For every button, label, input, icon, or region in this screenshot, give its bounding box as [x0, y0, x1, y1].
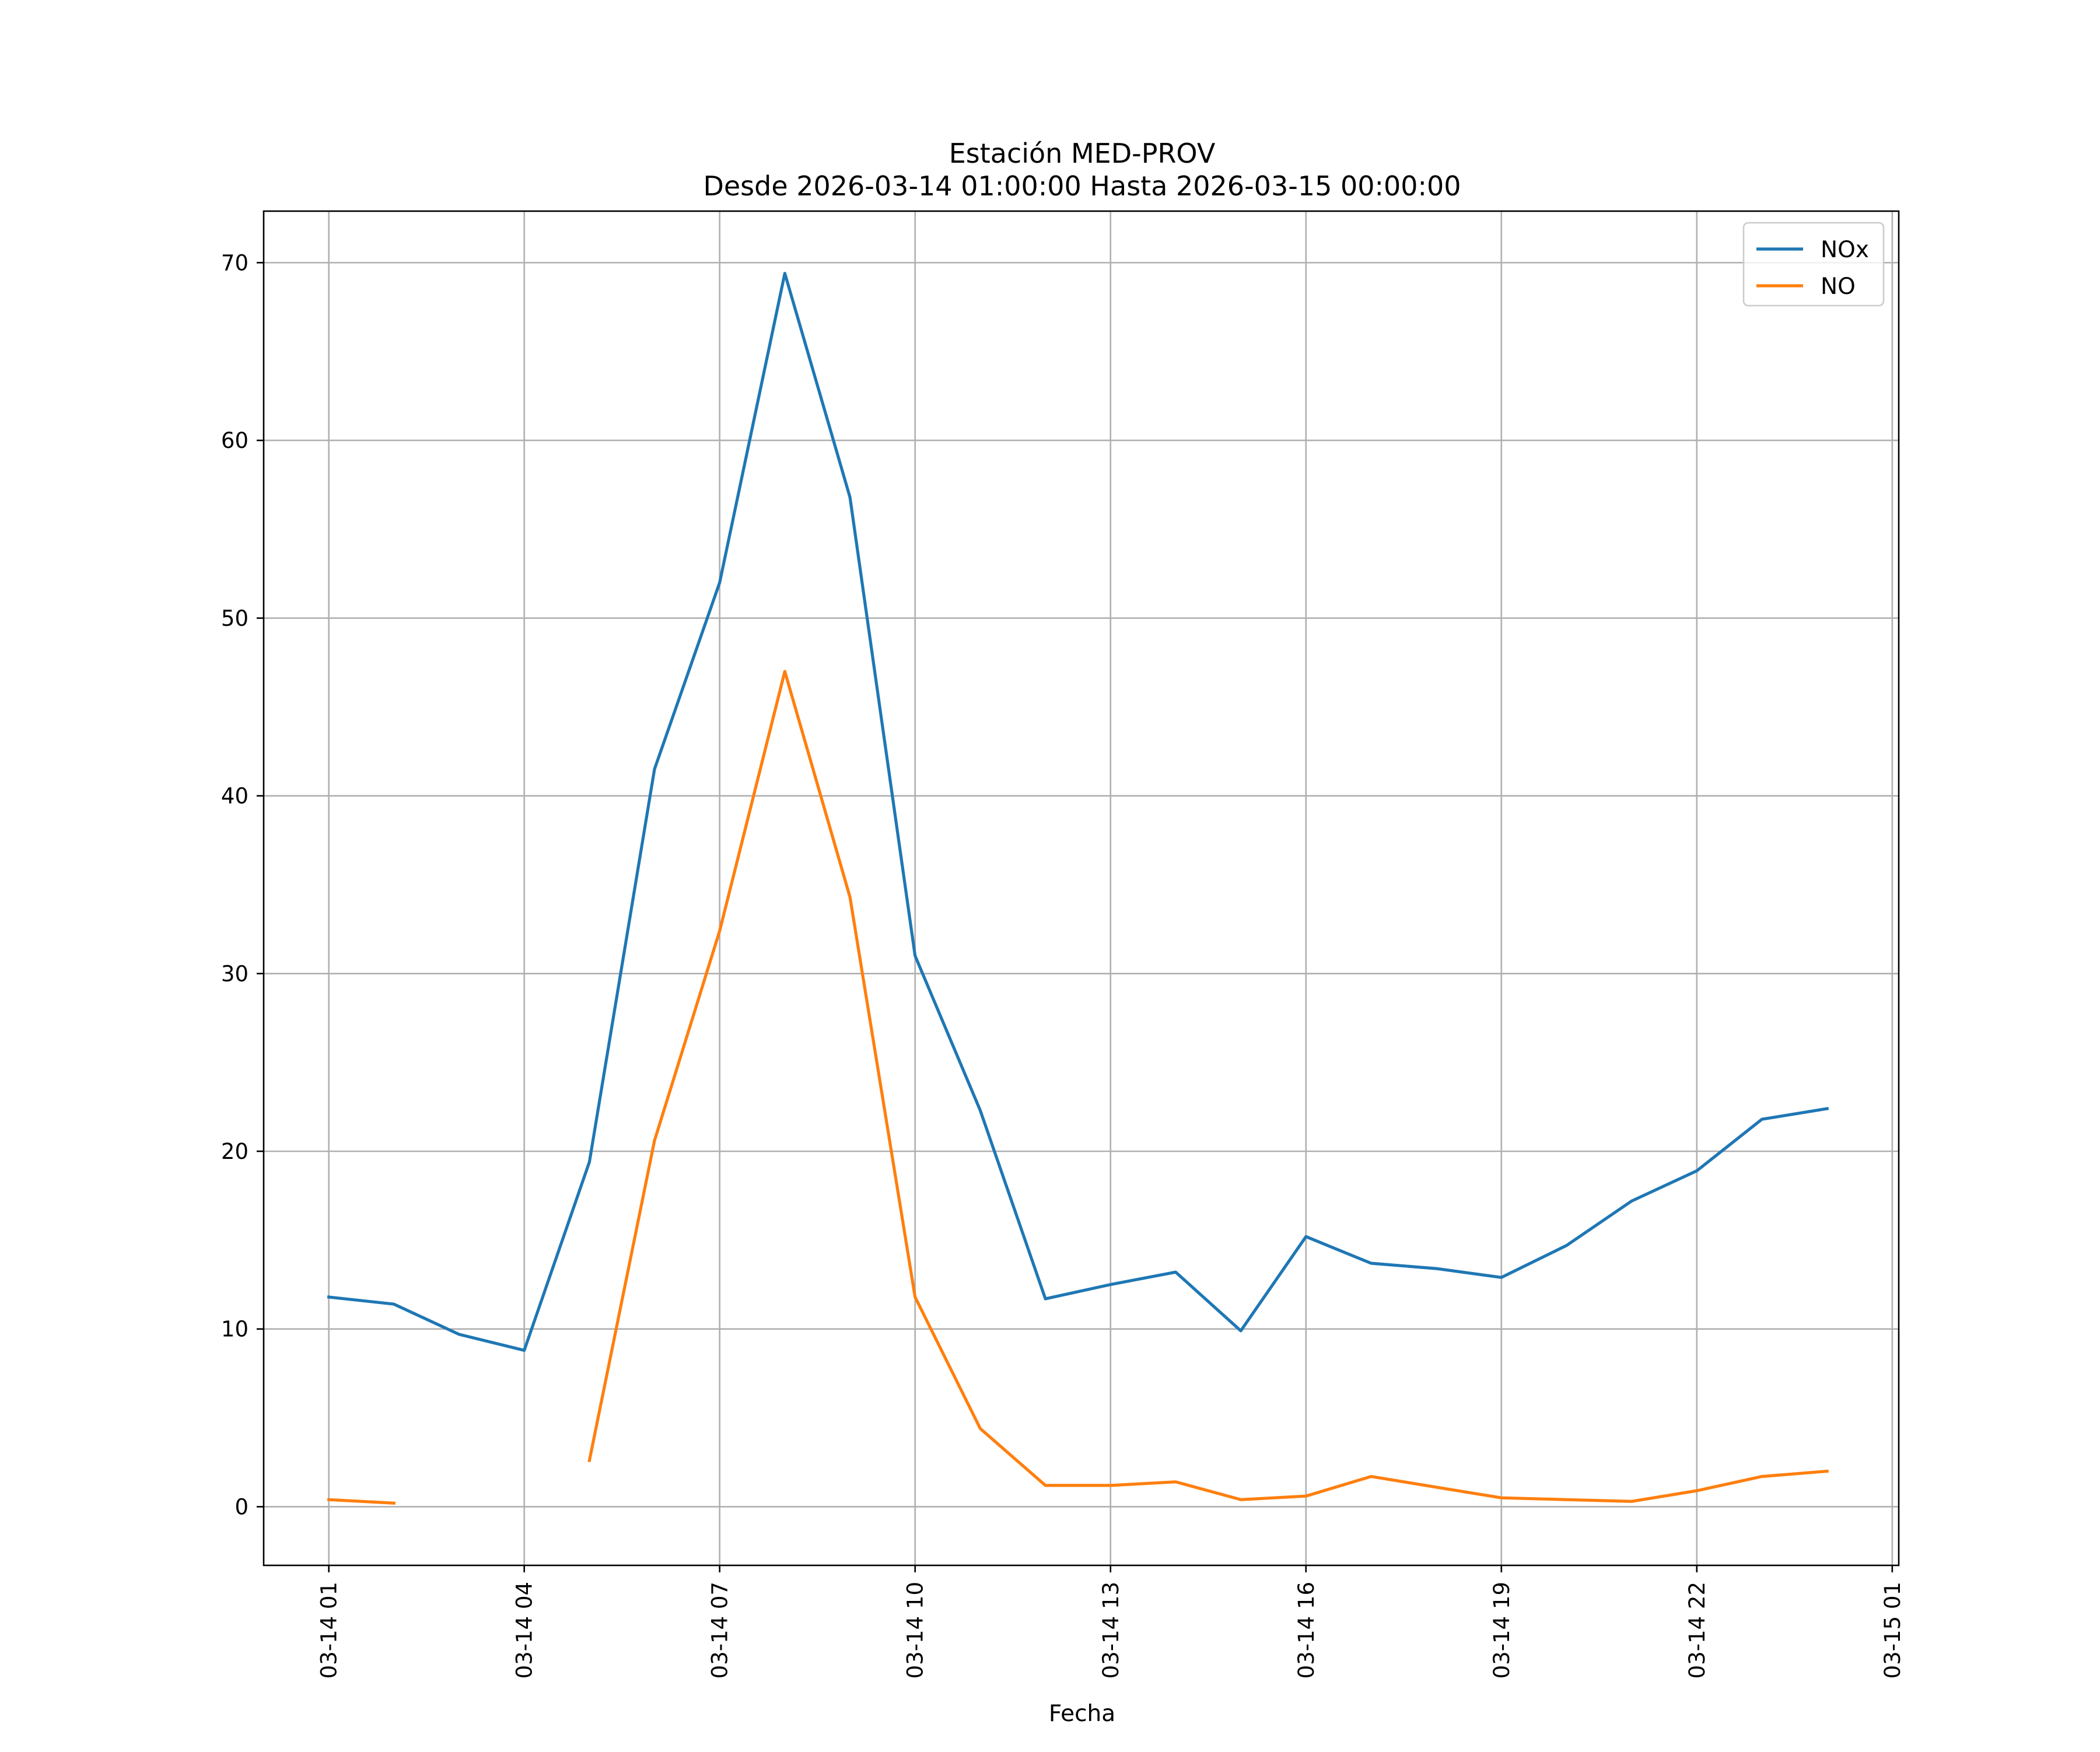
- chart-title: Estación MED-PROV: [949, 138, 1216, 169]
- legend: NOx NO: [1742, 222, 1885, 307]
- series-line-nox: [327, 272, 1829, 1352]
- series-line-no: [327, 1498, 396, 1505]
- y-tick-label: 40: [221, 784, 249, 809]
- y-tick-label: 70: [221, 250, 249, 275]
- x-tick-label: 03-14 04: [512, 1582, 537, 1679]
- plot-frame: [262, 210, 1900, 1567]
- y-tick-label: 50: [221, 606, 249, 631]
- legend-label-no: NO: [1821, 274, 1856, 300]
- y-tick-label: 10: [221, 1317, 249, 1342]
- legend-box: [1742, 222, 1885, 307]
- legend-label-nox: NOx: [1821, 237, 1869, 263]
- x-tick-label: 03-14 13: [1098, 1582, 1124, 1679]
- y-tick-label: 20: [221, 1139, 249, 1164]
- series-layer: [327, 272, 1829, 1505]
- series-line-no: [587, 670, 1829, 1503]
- x-tick-label: 03-14 19: [1489, 1582, 1514, 1679]
- y-tick-label: 60: [221, 428, 249, 453]
- x-tick-label: 03-14 07: [708, 1582, 733, 1679]
- x-tick-label: 03-14 22: [1685, 1582, 1710, 1679]
- y-tick-label: 0: [235, 1494, 249, 1519]
- x-tick-label: 03-14 01: [317, 1582, 342, 1679]
- x-tick-label: 03-14 16: [1294, 1582, 1319, 1679]
- tick-layer: 0 10 20 30 40 50 60 70 03-14 01 03-14 04 03-14 07 0…: [221, 250, 1905, 1679]
- x-tick-label: 03-15 01: [1880, 1582, 1905, 1679]
- grid-layer: [264, 211, 1899, 1565]
- x-axis-label: Fecha: [1049, 1701, 1115, 1727]
- x-tick-label: 03-14 10: [903, 1582, 928, 1679]
- chart-subtitle: Desde 2026-03-14 01:00:00 Hasta 2026-03-…: [703, 170, 1461, 202]
- y-tick-label: 30: [221, 961, 249, 986]
